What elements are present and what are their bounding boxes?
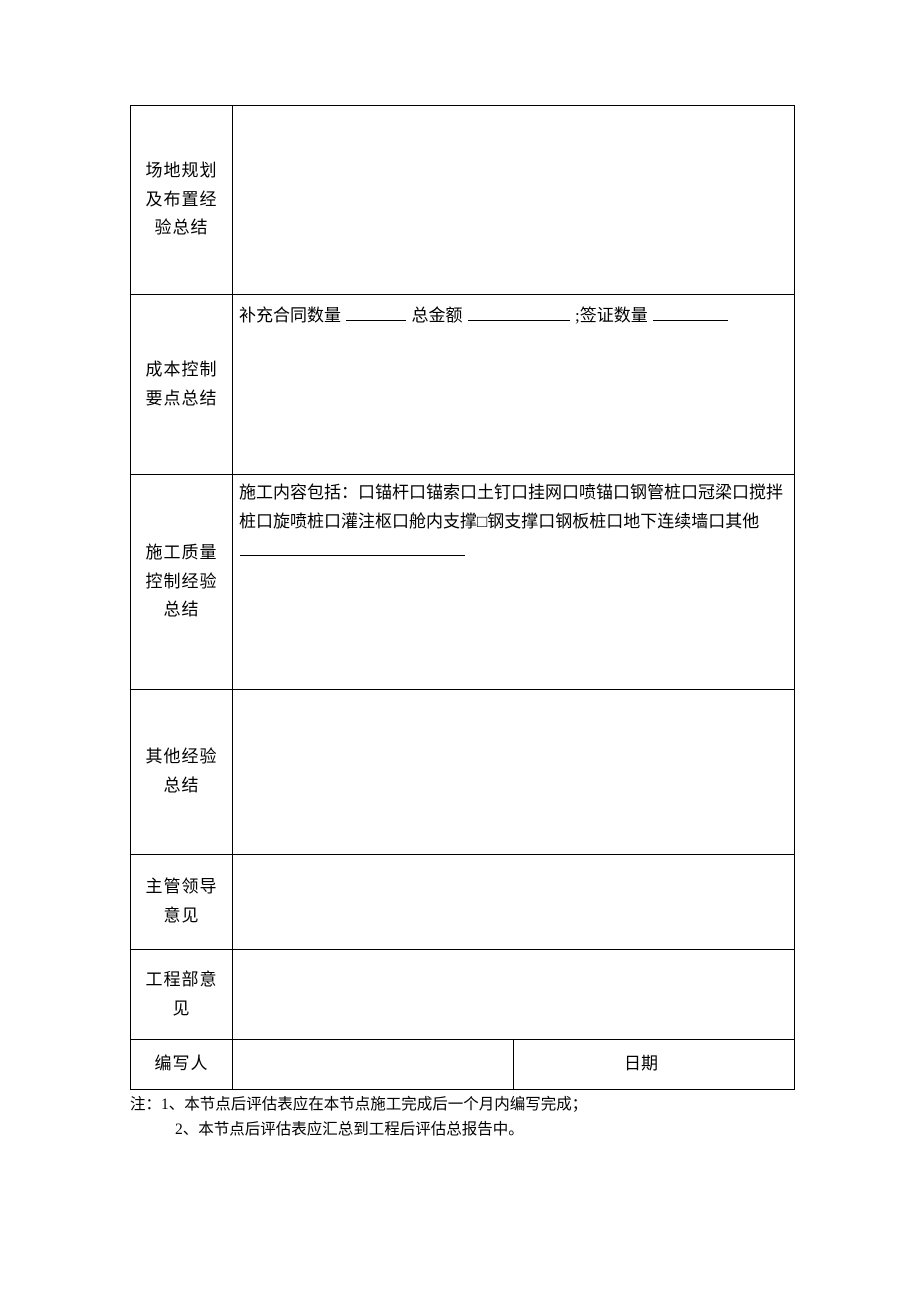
evaluation-form-table: 场地规划及布置经验总结 成本控制要点总结 补充合同数量 总金额 ;签证数量 施工…: [130, 105, 795, 1090]
content-site-planning: [233, 106, 795, 295]
label-date: 日期: [514, 1040, 795, 1090]
row-site-planning: 场地规划及布置经验总结: [131, 106, 795, 295]
content-cost-control: 补充合同数量 总金额 ;签证数量: [233, 295, 795, 475]
label-other-experience: 其他经验总结: [131, 690, 233, 855]
blank-total-amount: [468, 304, 570, 321]
row-engineering-opinion: 工程部意见: [131, 950, 795, 1040]
row-quality-control: 施工质量控制经验总结 施工内容包括：口锚杆口锚索口土钉口挂网口喷锚口钢管桩口冠梁…: [131, 475, 795, 690]
footnotes: 注：1、本节点后评估表应在本节点施工完成后一个月内编写完成； 2、本节点后评估表…: [130, 1093, 795, 1143]
label-author: 编写人: [131, 1040, 233, 1090]
text-total-amount: 总金额: [412, 306, 463, 325]
text-construction-includes: 施工内容包括：口锚杆口锚索口土钉口挂网口喷锚口钢管桩口冠梁口搅拌桩口旋喷桩口灌注…: [239, 483, 783, 531]
row-cost-control: 成本控制要点总结 补充合同数量 总金额 ;签证数量: [131, 295, 795, 475]
row-other-experience: 其他经验总结: [131, 690, 795, 855]
content-quality-control: 施工内容包括：口锚杆口锚索口土钉口挂网口喷锚口钢管桩口冠梁口搅拌桩口旋喷桩口灌注…: [233, 475, 795, 690]
label-cost-control: 成本控制要点总结: [131, 295, 233, 475]
content-supervisor-opinion: [233, 855, 795, 950]
label-site-planning: 场地规划及布置经验总结: [131, 106, 233, 295]
label-engineering-opinion: 工程部意见: [131, 950, 233, 1040]
content-engineering-opinion: [233, 950, 795, 1040]
label-supervisor-opinion: 主管领导意见: [131, 855, 233, 950]
blank-contract-qty: [346, 304, 406, 321]
label-quality-control: 施工质量控制经验总结: [131, 475, 233, 690]
content-author: [233, 1040, 514, 1090]
footnote-line1: 注：1、本节点后评估表应在本节点施工完成后一个月内编写完成；: [130, 1093, 795, 1118]
content-other-experience: [233, 690, 795, 855]
row-supervisor-opinion: 主管领导意见: [131, 855, 795, 950]
text-supplement-qty: 补充合同数量: [239, 306, 341, 325]
blank-other: [240, 539, 465, 556]
row-author-date: 编写人 日期: [131, 1040, 795, 1090]
blank-visa-qty: [653, 304, 728, 321]
text-visa-qty: ;签证数量: [575, 306, 648, 325]
footnote-line2: 2、本节点后评估表应汇总到工程后评估总报告中。: [130, 1118, 795, 1143]
